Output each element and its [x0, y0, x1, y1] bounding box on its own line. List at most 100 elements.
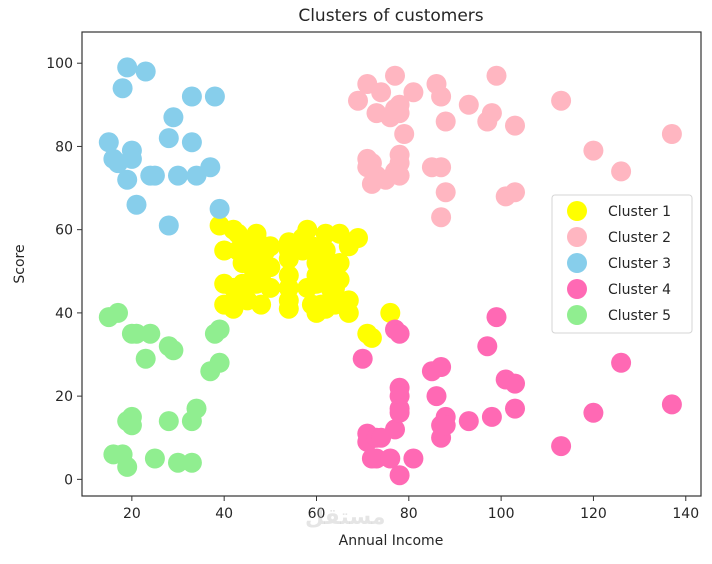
data-point — [108, 153, 128, 174]
data-point — [385, 65, 405, 86]
data-point — [260, 236, 281, 257]
data-point — [228, 223, 248, 244]
data-point — [209, 198, 230, 219]
x-tick-label: 80 — [400, 506, 418, 522]
data-point — [481, 406, 502, 427]
data-point — [329, 253, 350, 273]
data-point — [366, 448, 387, 469]
data-point — [481, 103, 502, 124]
data-point — [158, 215, 179, 236]
data-point — [237, 290, 258, 311]
data-point — [163, 340, 184, 361]
legend-item-3: Cluster 3 — [567, 253, 671, 273]
data-point — [181, 132, 202, 153]
series-4 — [352, 307, 682, 486]
data-point — [551, 436, 572, 457]
data-point — [403, 448, 424, 469]
data-point — [163, 107, 184, 128]
data-point — [389, 165, 410, 186]
data-point — [140, 323, 161, 344]
data-point — [661, 394, 682, 415]
x-tick-label: 20 — [123, 506, 141, 522]
legend-label: Cluster 5 — [608, 308, 671, 324]
data-point — [108, 302, 128, 323]
data-point — [385, 419, 405, 440]
y-tick-label: 40 — [55, 306, 73, 322]
plot-frame — [81, 31, 702, 497]
legend-label: Cluster 2 — [608, 230, 671, 246]
data-point — [505, 398, 525, 419]
data-point — [661, 124, 682, 144]
data-point — [477, 336, 498, 357]
data-point — [260, 257, 281, 278]
data-point — [144, 165, 165, 186]
legend-item-2: Cluster 2 — [567, 227, 671, 247]
data-point — [403, 82, 424, 103]
legend-marker-icon — [567, 227, 587, 247]
series-1 — [209, 215, 401, 348]
data-point — [431, 207, 452, 228]
legend-item-1: Cluster 1 — [567, 201, 671, 221]
data-point — [431, 86, 452, 107]
data-point — [505, 373, 525, 394]
x-tick-label: 120 — [580, 506, 607, 522]
data-point — [611, 352, 632, 373]
x-tick-label: 140 — [672, 506, 699, 522]
legend-item-5: Cluster 5 — [567, 305, 671, 325]
legend-label: Cluster 3 — [608, 256, 671, 272]
y-tick-label: 80 — [55, 139, 73, 155]
legend-label: Cluster 1 — [608, 204, 671, 220]
data-point — [583, 140, 604, 161]
data-point — [209, 319, 230, 340]
data-point — [435, 415, 456, 436]
data-point — [338, 302, 359, 323]
data-point — [214, 240, 235, 261]
data-point — [348, 228, 368, 248]
data-point — [348, 90, 368, 111]
data-point — [158, 128, 179, 149]
data-point — [200, 157, 221, 178]
data-point — [181, 86, 202, 107]
series-3 — [98, 57, 230, 236]
data-point — [389, 323, 410, 344]
data-point — [380, 302, 401, 323]
data-point — [117, 57, 138, 78]
data-point — [325, 277, 345, 298]
data-point — [209, 352, 230, 373]
y-axis-ticks: 0 20 40 60 80 100 — [46, 56, 82, 488]
chart-title: Clusters of customers — [298, 6, 483, 26]
data-point — [371, 82, 392, 103]
data-point — [144, 448, 165, 469]
data-point — [117, 456, 138, 477]
data-point — [431, 157, 452, 178]
data-point — [505, 182, 525, 203]
data-point — [158, 411, 179, 432]
data-point — [611, 161, 632, 182]
legend-marker-icon — [567, 253, 587, 273]
legend-item-4: Cluster 4 — [567, 279, 671, 299]
data-point — [278, 298, 299, 319]
data-point — [117, 169, 138, 190]
data-point — [389, 465, 410, 486]
data-point — [361, 327, 382, 348]
data-point — [186, 398, 207, 419]
data-point — [297, 219, 318, 240]
data-point — [168, 452, 188, 473]
data-point — [394, 124, 415, 144]
data-point — [551, 90, 572, 111]
data-point — [380, 448, 401, 469]
data-point — [426, 386, 447, 407]
data-point — [135, 61, 156, 82]
data-point — [126, 194, 147, 215]
data-point — [135, 348, 156, 369]
y-axis-label: Score — [12, 244, 28, 283]
data-point — [315, 223, 336, 244]
data-point — [458, 411, 479, 432]
legend-marker-icon — [567, 305, 587, 325]
legend-marker-icon — [567, 279, 587, 299]
data-point — [435, 111, 456, 132]
data-point — [126, 323, 147, 344]
data-point — [583, 402, 604, 423]
data-point — [385, 99, 405, 119]
